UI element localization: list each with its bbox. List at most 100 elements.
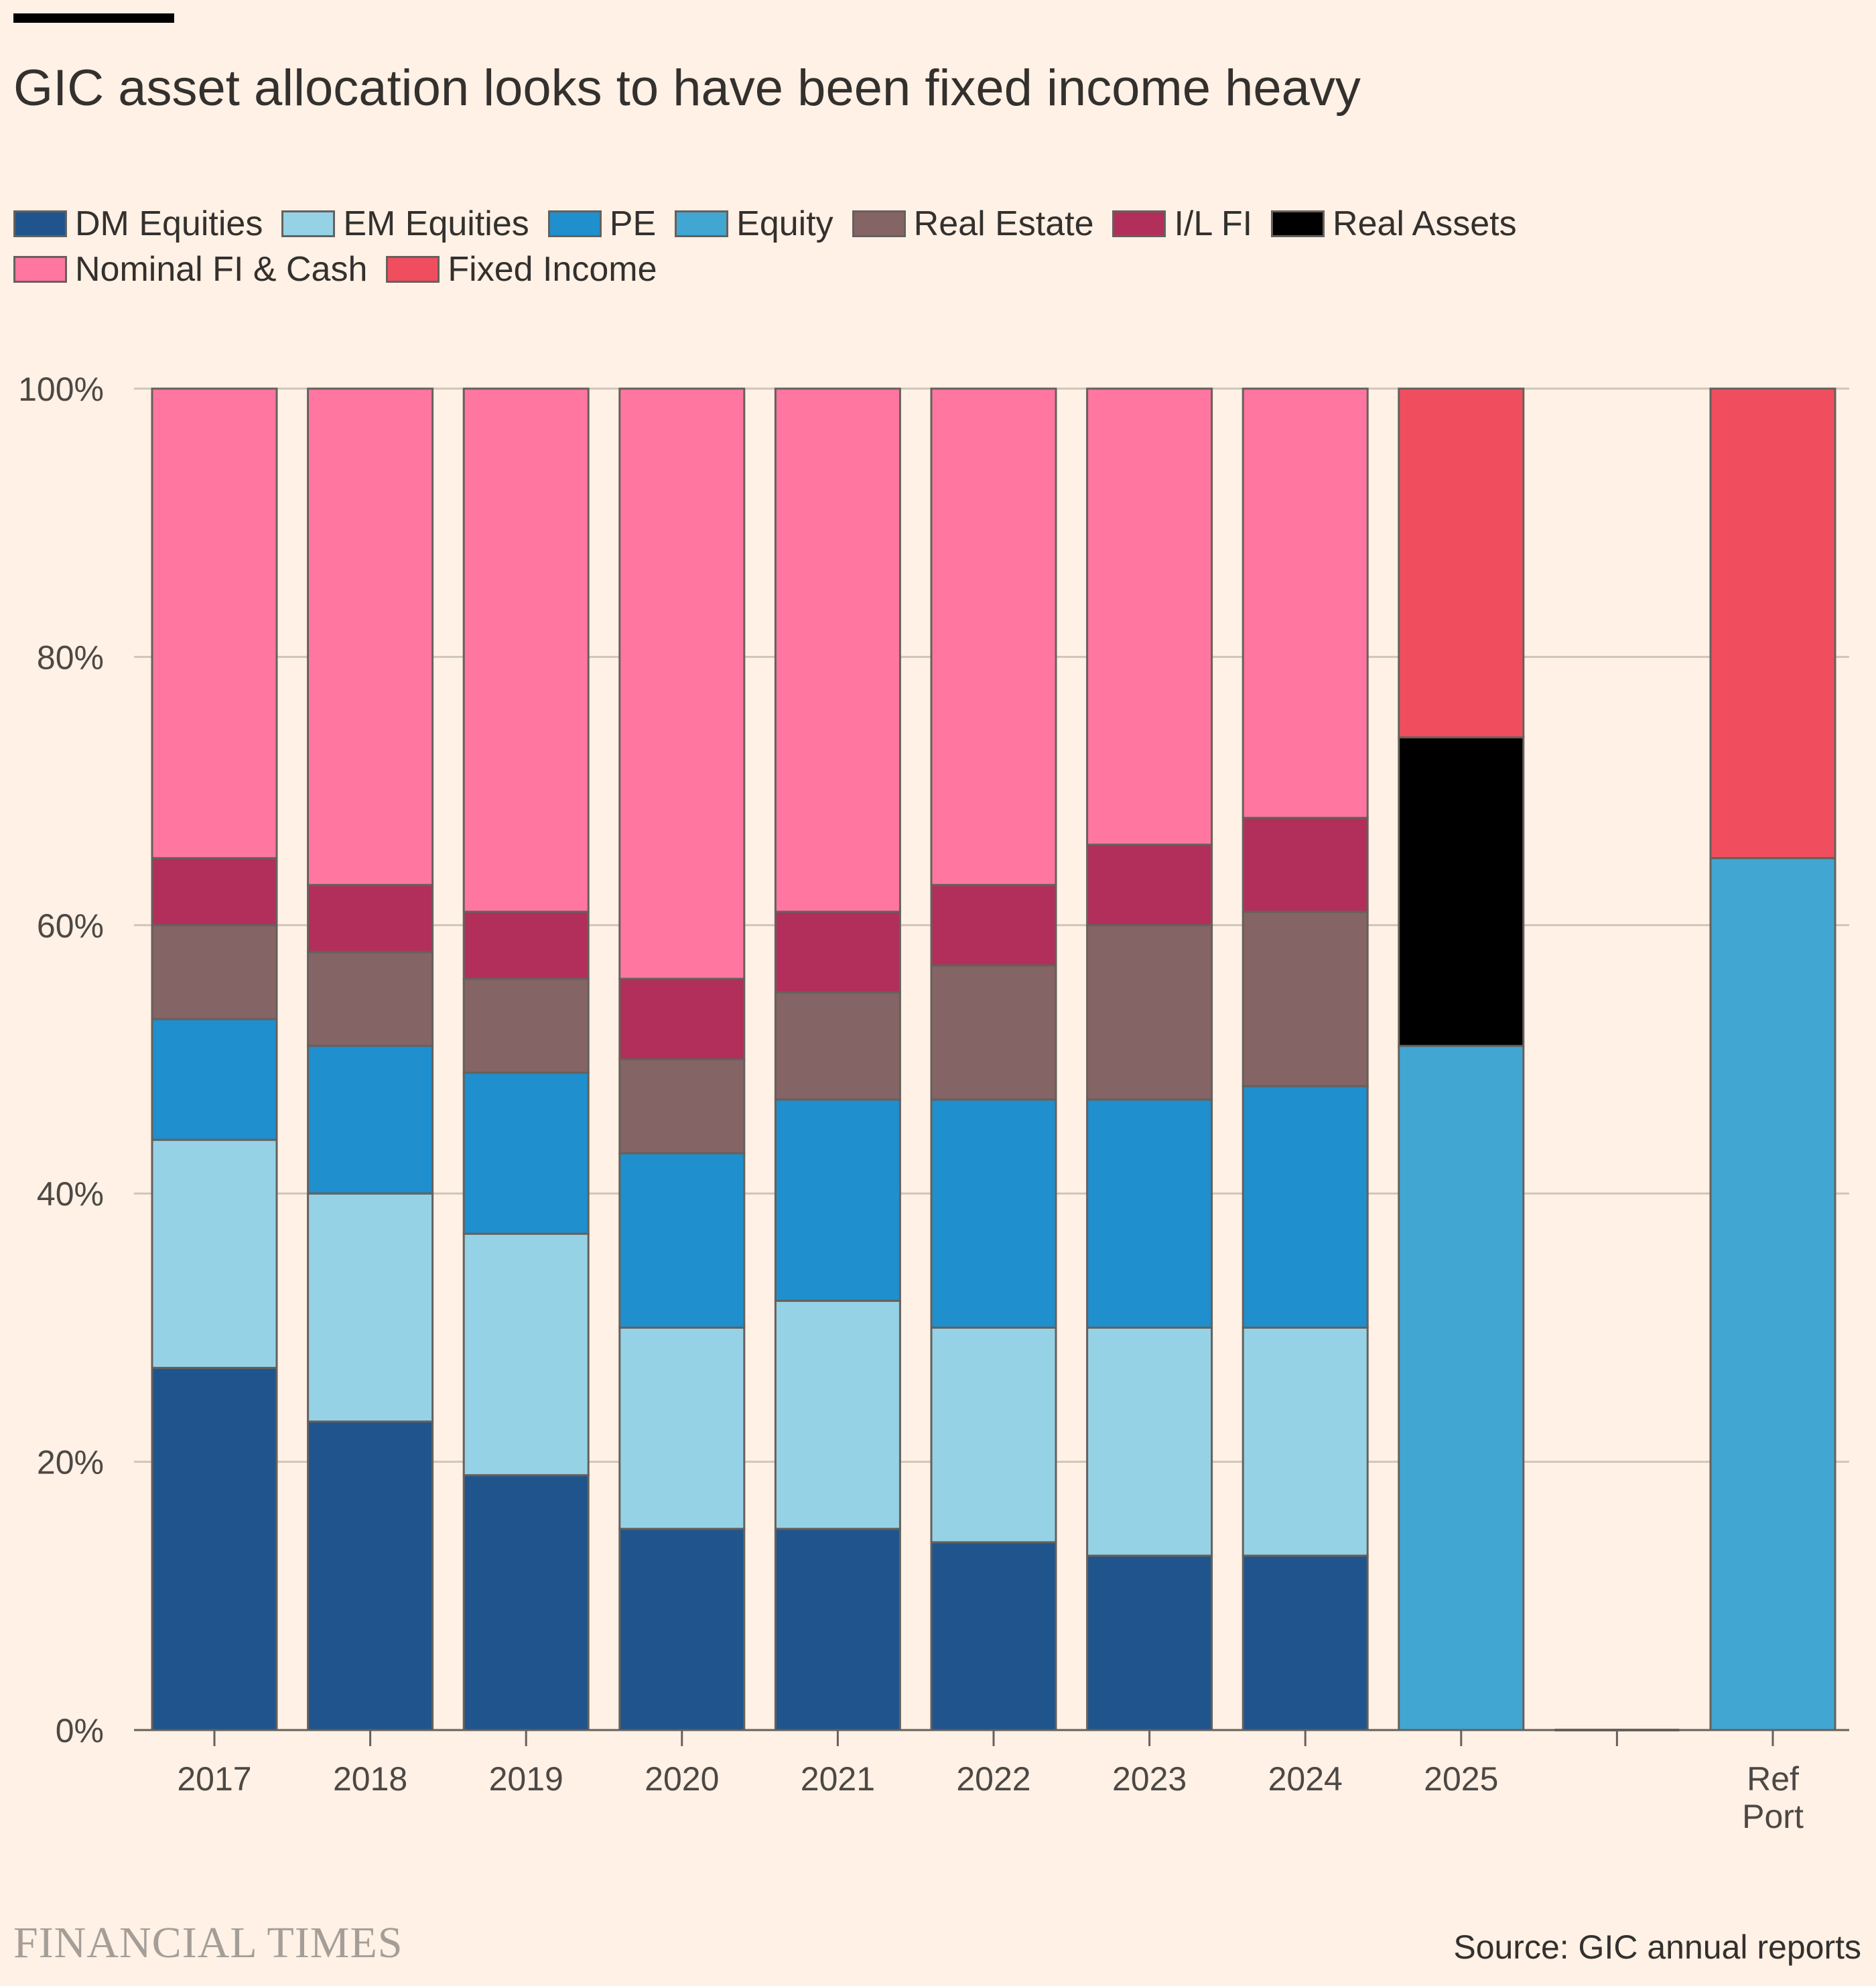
bar-segment (1398, 736, 1525, 1047)
legend-label: PE (609, 204, 657, 243)
bar-segment (774, 911, 901, 994)
legend-swatch (13, 210, 67, 237)
bar-segment (462, 387, 590, 913)
legend-item-il-fi: I/L FI (1112, 204, 1252, 244)
legend-label: Nominal FI & Cash (75, 250, 368, 289)
bar-segment (462, 1474, 590, 1731)
source-note: Source: GIC annual reports (1453, 1928, 1861, 1966)
bar-segment (930, 964, 1057, 1101)
bar-segment (618, 1528, 746, 1731)
bar-segment (1242, 1326, 1369, 1557)
legend-swatch (1112, 210, 1166, 237)
bar-segment (618, 387, 746, 980)
legend-swatch (13, 256, 67, 283)
x-tick-label: 2023 (1112, 1760, 1187, 1798)
legend-item-equity: Equity (675, 204, 833, 244)
ft-logo-text: FINANCIAL TIMES (13, 1918, 403, 1967)
bar-segment (307, 884, 434, 953)
chart-legend: DM Equities EM Equities PE Equity Real E… (13, 201, 1621, 292)
legend-item-real-estate: Real Estate (852, 204, 1094, 244)
bar-segment (618, 1326, 746, 1530)
bar-segment (618, 1152, 746, 1329)
bar-segment (462, 1232, 590, 1477)
bar-segment (307, 1045, 434, 1195)
bar-segment (1086, 924, 1213, 1101)
legend-swatch (547, 210, 602, 237)
x-tick-label: Port (1742, 1798, 1804, 1835)
bar-segment (1242, 911, 1369, 1087)
x-tick-label: 2025 (1424, 1760, 1498, 1798)
bar-segment (774, 1098, 901, 1302)
legend-row: DM Equities EM Equities PE Equity Real E… (13, 201, 1621, 247)
legend-label: Equity (736, 204, 833, 243)
legend-swatch (386, 256, 440, 283)
x-tick-label: 2024 (1268, 1760, 1343, 1798)
bar-segment (930, 1541, 1057, 1731)
bar-segment (307, 1420, 434, 1731)
y-tick-label: 40% (37, 1175, 104, 1213)
x-tick-label: 2021 (801, 1760, 875, 1798)
legend-item-pe: PE (547, 204, 657, 244)
legend-item-nominal-fi-cash: Nominal FI & Cash (13, 249, 367, 289)
legend-item-fixed-income: Fixed Income (386, 249, 657, 289)
y-tick-label: 100% (18, 371, 104, 408)
ft-top-bar (13, 13, 174, 23)
legend-label: Real Assets (1333, 204, 1517, 243)
legend-item-real-assets: Real Assets (1271, 204, 1517, 244)
bar-segment (930, 1098, 1057, 1329)
bar-segment (774, 1299, 901, 1530)
bar-segment (151, 1018, 278, 1141)
bar-segment (151, 857, 278, 927)
x-tick-label: 2022 (956, 1760, 1030, 1798)
legend-item-dm-equities: DM Equities (13, 204, 263, 244)
bar-segment (930, 387, 1057, 886)
legend-label: EM Equities (343, 204, 529, 243)
bar-segment (151, 924, 278, 1020)
x-tick-label: 2017 (177, 1760, 251, 1798)
bar-segment (1398, 387, 1525, 739)
y-tick-label: 0% (56, 1712, 104, 1749)
bar-segment (1086, 1326, 1213, 1557)
bar-segment (618, 1058, 746, 1154)
chart-title: GIC asset allocation looks to have been … (13, 60, 1361, 117)
bar-segment (151, 387, 278, 860)
bar-segment (462, 1071, 590, 1235)
bar-segment (1242, 1085, 1369, 1329)
legend-swatch (1271, 210, 1325, 237)
bar-segment (1242, 1554, 1369, 1731)
bar-segment (774, 991, 901, 1101)
bar-segment (151, 1138, 278, 1369)
legend-label: Fixed Income (448, 250, 657, 289)
bar-segment (1086, 1098, 1213, 1329)
bar-segment (1086, 387, 1213, 846)
bar-segment (307, 1192, 434, 1423)
x-tick-label: 2019 (489, 1760, 563, 1798)
legend-swatch (281, 210, 336, 237)
bar-segment (1709, 857, 1836, 1731)
bar-segment (462, 978, 590, 1074)
legend-label: Real Estate (913, 204, 1094, 243)
bar-segment (1242, 387, 1369, 819)
y-tick-label: 60% (37, 907, 104, 945)
bar-segment (1242, 817, 1369, 913)
bar-segment (1398, 1045, 1525, 1731)
legend-swatch (852, 210, 906, 237)
y-tick-label: 80% (37, 639, 104, 676)
x-tick-label: Ref (1747, 1760, 1799, 1798)
bar-segment (618, 978, 746, 1061)
bar-segment (307, 951, 434, 1047)
bar-segment (774, 387, 901, 913)
bar-segment (930, 1326, 1057, 1544)
x-tick-label: 2018 (333, 1760, 407, 1798)
legend-item-em-equities: EM Equities (281, 204, 529, 244)
bar-segment (1086, 844, 1213, 927)
legend-label: DM Equities (75, 204, 263, 243)
bar-segment (462, 911, 590, 980)
bar-segment (151, 1366, 278, 1731)
bar-segment (774, 1528, 901, 1731)
legend-swatch (675, 210, 729, 237)
x-tick-label: 2020 (645, 1760, 719, 1798)
y-tick-label: 20% (37, 1444, 104, 1481)
bar-segment (307, 387, 434, 886)
